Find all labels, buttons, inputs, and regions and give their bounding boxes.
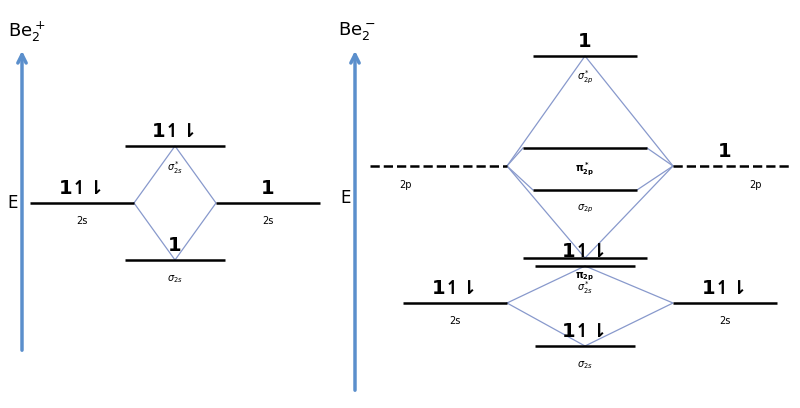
Text: 1: 1 [578, 32, 592, 51]
Text: E: E [341, 189, 351, 207]
Text: 1↿⇂: 1↿⇂ [432, 279, 478, 298]
Text: 1↿⇂: 1↿⇂ [562, 322, 608, 341]
Text: Be$_2^+$: Be$_2^+$ [8, 20, 46, 44]
Text: $\sigma_{2s}$: $\sigma_{2s}$ [577, 359, 593, 371]
Text: E: E [8, 194, 18, 212]
Text: 1↿⇂: 1↿⇂ [152, 122, 198, 141]
Text: $\sigma_{2s}$: $\sigma_{2s}$ [167, 273, 183, 285]
Text: $\mathbf{\pi^*_{2p}}$: $\mathbf{\pi^*_{2p}}$ [575, 161, 594, 178]
Text: 1↿⇂: 1↿⇂ [562, 242, 608, 261]
Text: 2s: 2s [719, 316, 730, 326]
Text: 2s: 2s [262, 216, 274, 226]
Text: 2s: 2s [450, 316, 461, 326]
Text: 1: 1 [261, 179, 275, 198]
Text: 2s: 2s [76, 216, 88, 226]
Text: 2p: 2p [749, 180, 762, 190]
Text: $\sigma^*_{2s}$: $\sigma^*_{2s}$ [167, 159, 183, 176]
Text: $\mathbf{\pi_{2p}}$: $\mathbf{\pi_{2p}}$ [575, 271, 594, 284]
Text: 2p: 2p [398, 180, 411, 190]
Text: Be$_2^-$: Be$_2^-$ [338, 20, 375, 42]
Text: $\sigma^*_{2p}$: $\sigma^*_{2p}$ [577, 69, 594, 86]
Text: 1↿⇂: 1↿⇂ [702, 279, 748, 298]
Text: 1: 1 [718, 142, 732, 161]
Text: 1↿⇂: 1↿⇂ [59, 179, 105, 198]
Text: $\sigma^*_{2s}$: $\sigma^*_{2s}$ [577, 279, 593, 296]
Text: 1: 1 [168, 236, 182, 255]
Text: $\sigma_{2p}$: $\sigma_{2p}$ [577, 203, 594, 215]
